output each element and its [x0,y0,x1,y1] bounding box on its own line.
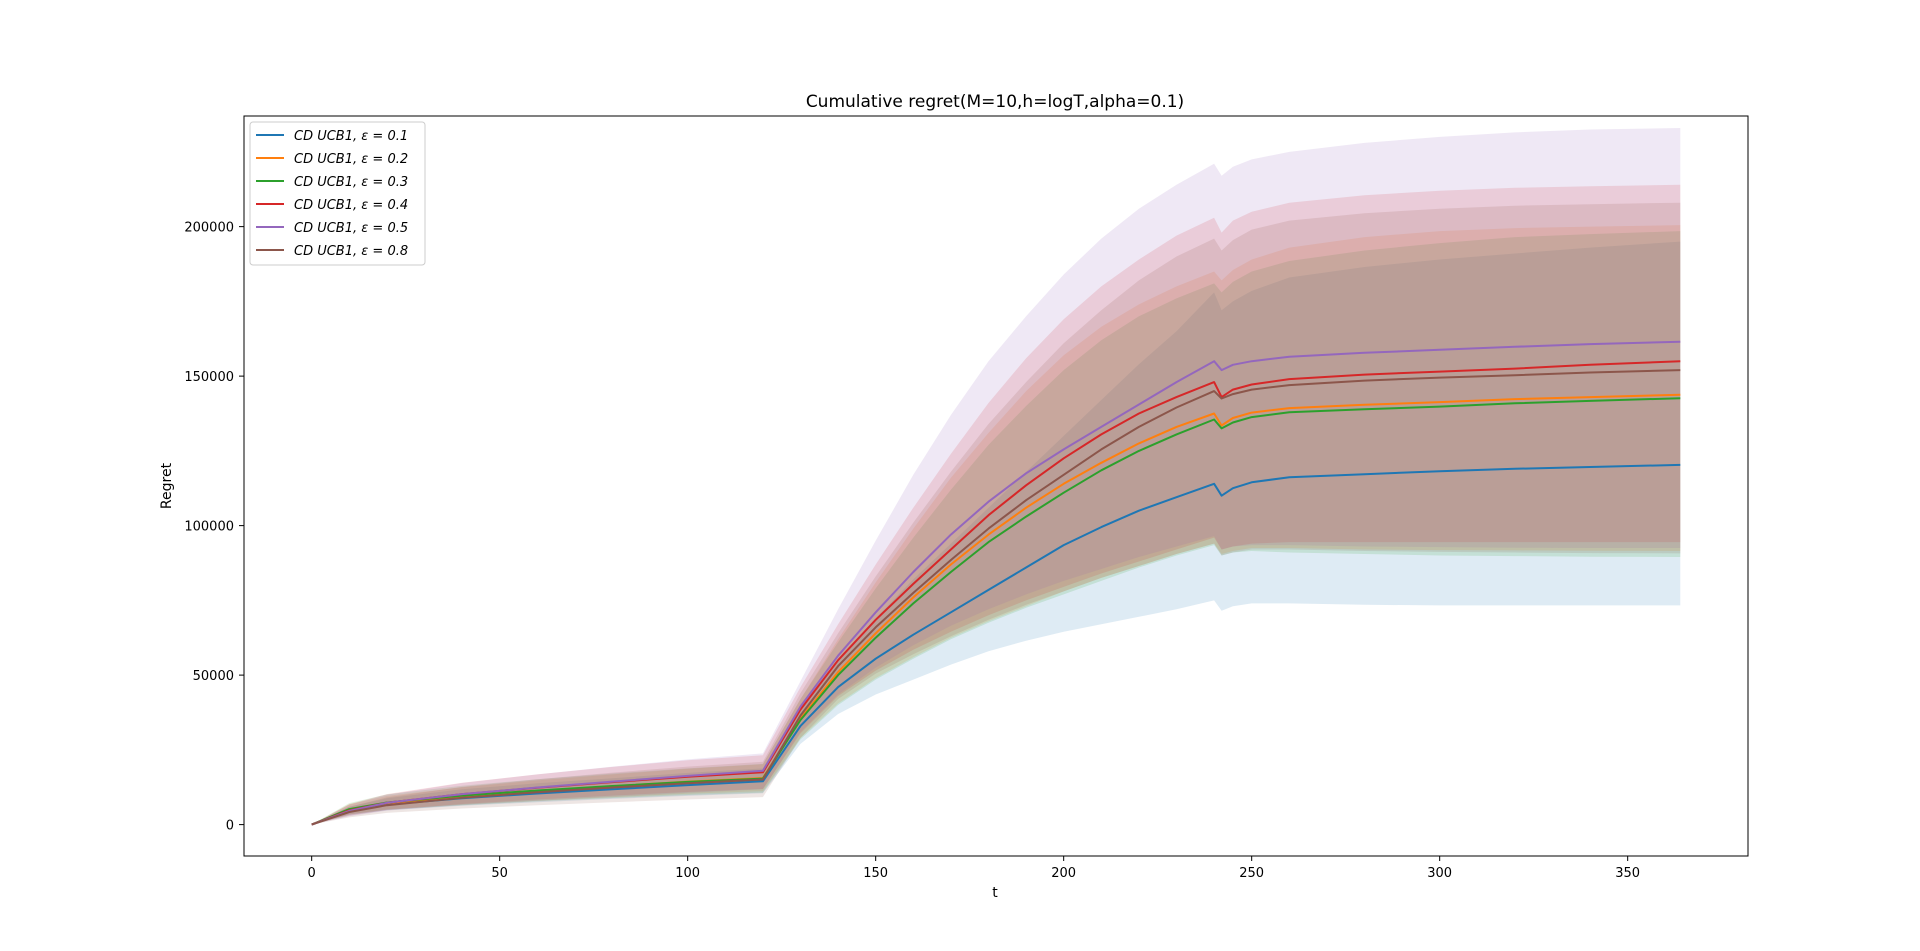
legend-label-1: CD UCB1, ε = 0.1 [294,129,408,144]
y-tick-label: 200000 [184,221,234,236]
plot-frame [243,115,1749,857]
chart-title: Cumulative regret(M=10,h=logT,alpha=0.1) [806,92,1184,112]
legend-label-6: CD UCB1, ε = 0.8 [294,244,408,259]
legend-label-4: CD UCB1, ε = 0.4 [294,198,408,213]
legend-label-2: CD UCB1, ε = 0.2 [294,152,408,167]
x-axis: 0 50 100 150 200 250 300 350 [308,856,1640,881]
x-tick-label: 200 [1051,866,1076,881]
x-axis-label: t [992,885,998,901]
confidence-band-series-1 [311,241,1681,825]
y-tick-label: 50000 [193,669,234,684]
line-series-6 [311,369,1681,826]
line-series-1 [311,463,1681,826]
confidence-band-series-4 [311,184,1681,825]
legend: CD UCB1, ε = 0.1 CD UCB1, ε = 0.2 CD UCB1,… [249,121,426,266]
line-series-3 [311,397,1681,826]
plot-area [311,128,1681,826]
y-tick-label: 150000 [184,370,234,385]
y-axis: 0 50000 100000 150000 200000 [184,221,244,834]
x-tick-label: 100 [675,866,700,881]
x-tick-label: 50 [491,866,508,881]
x-tick-label: 350 [1615,866,1640,881]
legend-frame [249,121,426,266]
confidence-band-series-6 [311,202,1681,825]
y-axis-label: Regret [159,462,175,509]
y-tick-label: 100000 [184,520,234,535]
confidence-band-series-3 [311,231,1681,825]
legend-label-5: CD UCB1, ε = 0.5 [294,221,408,236]
legend-label-3: CD UCB1, ε = 0.3 [294,175,408,190]
x-tick-label: 150 [863,866,888,881]
confidence-band-series-2 [311,225,1681,825]
y-tick-label: 0 [226,819,234,834]
x-tick-label: 250 [1239,866,1264,881]
confidence-band-series-5 [311,128,1681,825]
x-tick-label: 0 [308,866,316,881]
line-series-5 [311,340,1681,826]
x-tick-label: 300 [1427,866,1452,881]
